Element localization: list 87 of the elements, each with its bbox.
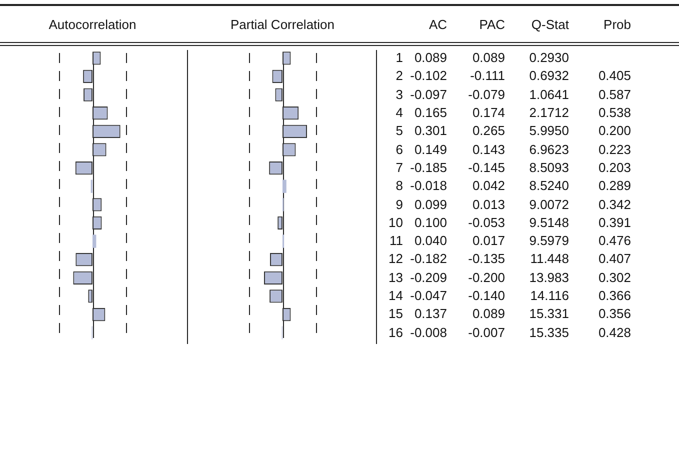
data-label: -0.079 — [468, 86, 505, 104]
text: 0.302 — [598, 268, 631, 287]
text: AC — [428, 17, 447, 32]
data-label: 0.149 — [414, 140, 447, 159]
y-tick-label: 3 — [396, 86, 403, 104]
text: 0.405 — [598, 67, 631, 86]
data-label: -0.008 — [410, 324, 447, 342]
text: 0.289 — [598, 177, 631, 196]
bar — [282, 180, 286, 193]
y-tick-label: 15 — [388, 305, 403, 324]
text: 2.1712 — [529, 104, 569, 122]
y-tick-label: 9 — [396, 196, 403, 214]
data-label: 0.040 — [414, 232, 447, 250]
y-tick-label: 13 — [388, 268, 403, 287]
y-tick-label: 1 — [396, 49, 403, 67]
text: 8.5240 — [529, 177, 569, 196]
text: 0.538 — [598, 104, 631, 122]
y-tick-label: 14 — [388, 287, 403, 306]
text: 0.6932 — [529, 67, 569, 86]
data-label: -0.102 — [410, 67, 447, 86]
y-tick-label: 5 — [396, 122, 403, 140]
data-label: -0.140 — [468, 287, 505, 306]
data-label: 0.165 — [414, 104, 447, 122]
text: 15.335 — [529, 324, 569, 342]
text: 9.5979 — [529, 232, 569, 250]
data-label: 0.301 — [414, 122, 447, 140]
bar — [92, 234, 96, 248]
text: 0.223 — [598, 140, 631, 159]
y-tick-label: 7 — [396, 158, 403, 177]
data-label: 0.042 — [472, 177, 505, 196]
text: 0.476 — [598, 232, 631, 250]
text: 0.200 — [598, 122, 631, 140]
text: 0.342 — [598, 196, 631, 214]
text: 5.9950 — [529, 122, 569, 140]
chart-title: Partial Correlation — [229, 17, 336, 32]
data-label: 0.089 — [472, 305, 505, 324]
text: 1.0641 — [529, 86, 569, 104]
data-label: -0.097 — [410, 86, 447, 104]
data-label: 0.013 — [472, 196, 505, 214]
data-label: 0.089 — [472, 49, 505, 67]
y-tick-label: 2 — [396, 67, 403, 86]
text: 6.9623 — [529, 140, 569, 159]
text: 9.5148 — [529, 214, 569, 232]
data-label: -0.135 — [468, 250, 505, 268]
text: PAC — [479, 17, 505, 32]
data-label: 0.017 — [472, 232, 505, 250]
data-label: 0.089 — [414, 49, 447, 67]
y-tick-label: 6 — [396, 140, 403, 159]
data-label: 0.265 — [472, 122, 505, 140]
y-tick-label: 12 — [388, 250, 403, 268]
text: Prob — [604, 17, 631, 32]
data-label: -0.209 — [410, 268, 447, 287]
data-label: -0.200 — [468, 268, 505, 287]
data-label: -0.185 — [410, 158, 447, 177]
text: 0.203 — [598, 158, 631, 177]
text: 0.428 — [598, 324, 631, 342]
text: 8.5093 — [529, 158, 569, 177]
data-label: 0.100 — [414, 214, 447, 232]
text: 14.116 — [530, 287, 569, 306]
text: 0.391 — [598, 214, 631, 232]
data-label: -0.007 — [468, 324, 505, 342]
data-label: -0.145 — [468, 158, 505, 177]
text: 0.366 — [598, 287, 631, 306]
y-tick-label: 11 — [390, 232, 403, 250]
data-label: -0.053 — [468, 214, 505, 232]
text: 9.0072 — [529, 196, 569, 214]
data-label: 0.137 — [414, 305, 447, 324]
text: Q-Stat — [531, 17, 569, 32]
data-label: -0.182 — [410, 250, 447, 268]
y-tick-label: 10 — [388, 214, 403, 232]
data-label: 0.099 — [414, 196, 447, 214]
data-label: 0.174 — [472, 104, 505, 122]
data-label: -0.111 — [470, 67, 505, 86]
text: 0.356 — [598, 305, 631, 324]
data-label: 0.143 — [472, 140, 505, 159]
y-tick-label: 8 — [396, 177, 403, 196]
text: 0.2930 — [529, 49, 569, 67]
y-tick-label: 16 — [388, 324, 403, 342]
text: 0.407 — [598, 250, 631, 268]
chart-title: Autocorrelation — [48, 17, 138, 32]
data-label: -0.018 — [410, 177, 447, 196]
text: 13.983 — [529, 268, 569, 287]
data-label: -0.047 — [410, 287, 447, 306]
text: 11.448 — [530, 250, 569, 268]
text: 0.587 — [598, 86, 631, 104]
y-tick-label: 4 — [396, 104, 403, 122]
text: 15.331 — [529, 305, 569, 324]
